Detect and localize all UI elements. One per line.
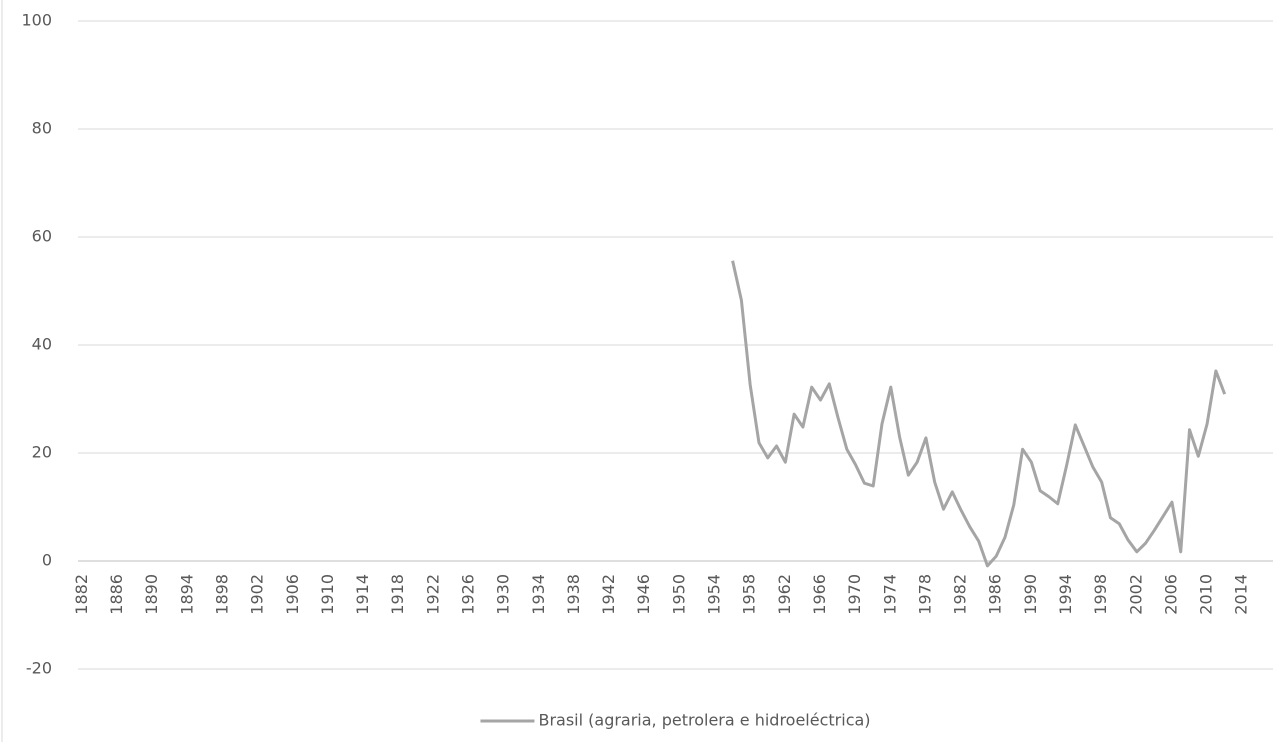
- x-tick-label: 1966: [810, 574, 829, 615]
- data-line: [731, 260, 1227, 568]
- x-tick-label: 1990: [1021, 574, 1040, 615]
- x-tick-label: 2014: [1232, 574, 1251, 615]
- x-tick-label: 1910: [318, 574, 337, 615]
- y-tick-label: 0: [42, 551, 52, 570]
- y-tick-label: 40: [32, 335, 52, 354]
- x-tick-label: 1930: [494, 574, 513, 615]
- x-tick-label: 1914: [353, 574, 372, 615]
- x-tick-label: 1998: [1091, 574, 1110, 615]
- x-tick-label: 2010: [1197, 574, 1216, 615]
- x-tick-label: 1942: [599, 574, 618, 615]
- x-tick-label: 1950: [669, 574, 688, 615]
- x-tick-label: 2002: [1126, 574, 1145, 615]
- x-tick-label: 2006: [1161, 574, 1180, 615]
- y-tick-label: 80: [32, 119, 52, 138]
- x-tick-label: 1922: [423, 574, 442, 615]
- legend-label: Brasil (agraria, petrolera e hidroeléctr…: [538, 711, 870, 730]
- x-tick-label: 1918: [388, 574, 407, 615]
- y-tick-label: 20: [32, 443, 52, 462]
- legend-item: Brasil (agraria, petrolera e hidroeléctr…: [480, 711, 871, 730]
- x-tick-label: 1994: [1056, 574, 1075, 615]
- x-tick-label: 1954: [705, 574, 724, 615]
- x-tick-label: 1958: [740, 574, 759, 615]
- x-tick-label: 1926: [459, 574, 478, 615]
- y-tick-label: 100: [21, 11, 52, 30]
- x-tick-label: 1962: [775, 574, 794, 615]
- x-tick-label: 1986: [986, 574, 1005, 615]
- x-tick-label: 1902: [248, 574, 267, 615]
- x-tick-label: 1946: [634, 574, 653, 615]
- x-tick-label: 1890: [142, 574, 161, 615]
- x-tick-label: 1978: [915, 574, 934, 615]
- x-tick-label: 1886: [107, 574, 126, 615]
- x-tick-label: 1970: [845, 574, 864, 615]
- x-tick-label: 1934: [529, 574, 548, 615]
- x-tick-label: 1882: [72, 574, 91, 615]
- x-tick-label: 1974: [880, 574, 899, 615]
- x-tick-label: 1938: [564, 574, 583, 615]
- x-tick-label: 1898: [212, 574, 231, 615]
- x-tick-label: 1982: [951, 574, 970, 615]
- y-tick-label: -20: [26, 659, 52, 678]
- x-tick-label: 1906: [283, 574, 302, 615]
- y-tick-label: 60: [32, 227, 52, 246]
- x-tick-label: 1894: [177, 574, 196, 615]
